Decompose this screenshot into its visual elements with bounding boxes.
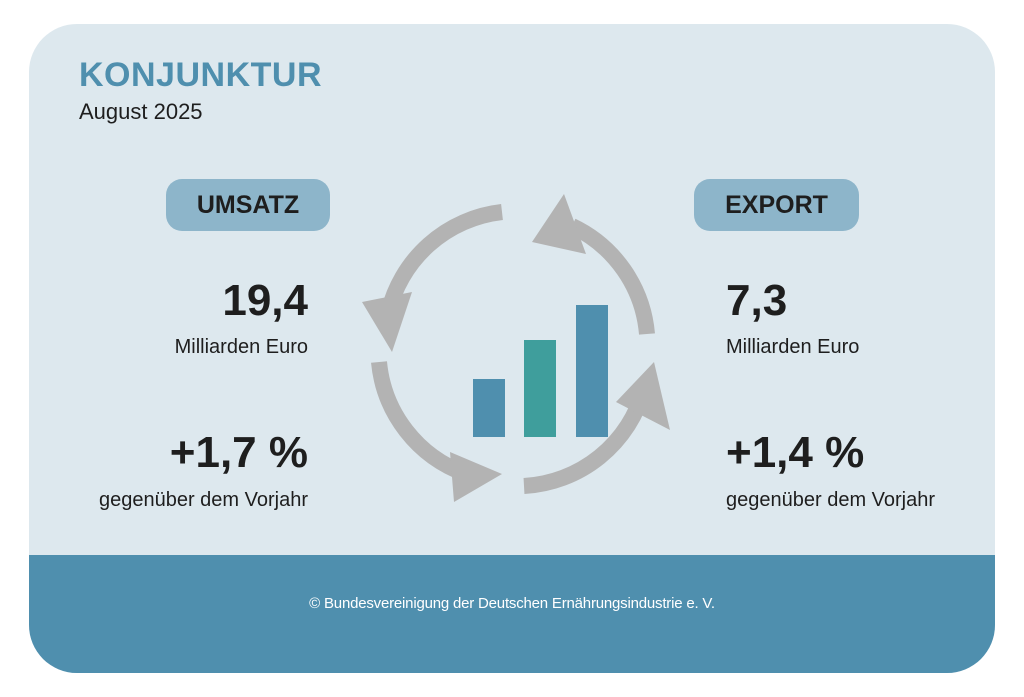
export-unit: Milliarden Euro [726, 336, 860, 358]
konjunktur-card: KONJUNKTUR August 2025 UMSATZ EXPORT 19,… [29, 24, 995, 673]
arrowhead-left [362, 292, 412, 352]
arrowhead-right [616, 362, 670, 430]
umsatz-change: +1,7 % [169, 428, 308, 477]
page-subtitle: August 2025 [79, 99, 203, 124]
cycle-bar-chart-icon [362, 194, 670, 502]
export-comparison: gegenüber dem Vorjahr [726, 489, 936, 511]
cycle-arrow-bottom-left [371, 361, 469, 482]
bar-small [473, 379, 505, 437]
arrowhead-top [532, 194, 586, 254]
arrowhead-bottom [450, 452, 502, 502]
export-change: +1,4 % [726, 428, 865, 477]
cycle-arrow-top-right [568, 218, 655, 335]
umsatz-badge: UMSATZ [166, 179, 330, 231]
page-title: KONJUNKTUR [79, 56, 322, 94]
umsatz-value: 19,4 [222, 276, 308, 325]
copyright-notice: © Bundesvereinigung der Deutschen Ernähr… [309, 595, 715, 612]
footer: © Bundesvereinigung der Deutschen Ernähr… [29, 555, 995, 673]
umsatz-unit: Milliarden Euro [174, 336, 308, 358]
bar-large [576, 305, 608, 437]
umsatz-comparison: gegenüber dem Vorjahr [98, 489, 308, 511]
export-badge: EXPORT [694, 179, 859, 231]
export-value: 7,3 [726, 276, 788, 325]
bar-medium [524, 340, 556, 437]
cycle-arrow-top-left [380, 204, 504, 316]
